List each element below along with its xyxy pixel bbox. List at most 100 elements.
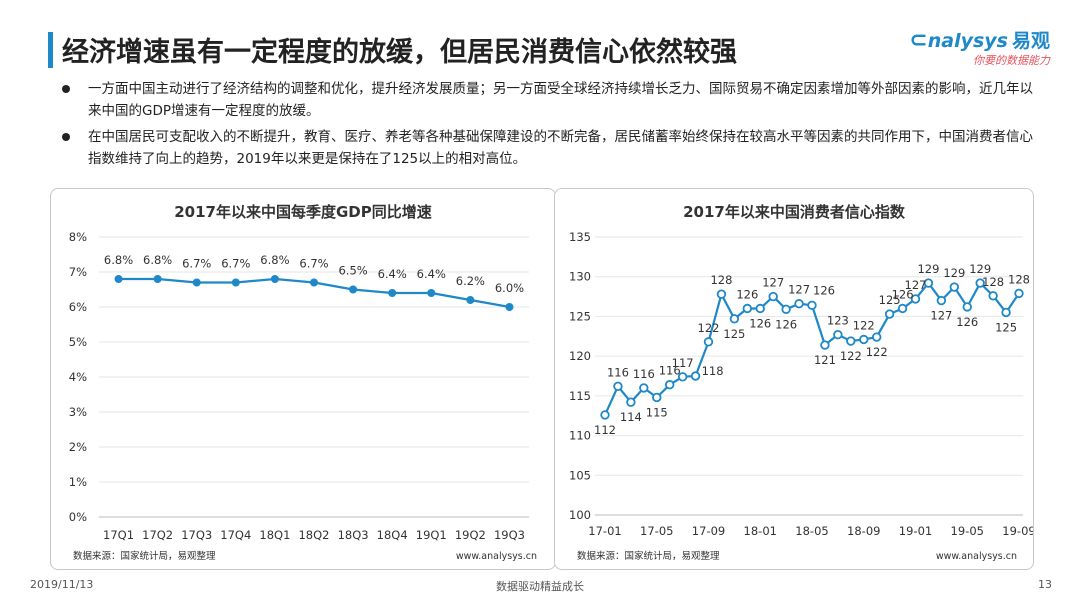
data-label: 6.4% <box>378 267 407 281</box>
data-label: 118 <box>702 364 724 378</box>
data-point <box>716 289 727 299</box>
x-tick-label: 17-09 <box>692 524 725 538</box>
logo-swoosh-icon: ⊂ <box>909 28 928 53</box>
x-tick-label: 17Q3 <box>181 528 212 542</box>
data-label: 6.8% <box>260 253 289 267</box>
data-point <box>781 304 791 314</box>
confidence-chart: 2017年以来中国消费者信心指数 100 105 110 115 120 125 130 135… <box>569 203 1033 562</box>
data-point <box>988 291 998 301</box>
x-tick-label: 18Q3 <box>338 528 369 542</box>
data-point <box>833 329 843 340</box>
analysys-logo: ⊂nalysys 易观 你要的数据能力 <box>909 26 1050 68</box>
data-label: 125 <box>723 327 745 341</box>
data-label: 128 <box>982 275 1004 289</box>
x-tick-label: 17Q4 <box>220 528 251 542</box>
data-point <box>1014 288 1024 299</box>
x-tick-label: 17Q1 <box>103 528 134 542</box>
data-label: 116 <box>607 365 629 379</box>
y-tick-label: 115 <box>569 389 591 403</box>
x-tick-label: 18Q1 <box>259 528 290 542</box>
data-label: 112 <box>594 423 616 437</box>
bullet-item: 一方面中国主动进行了经济结构的调整和优化，提升经济发展质量；另一方面受全球经济持… <box>62 78 1042 122</box>
x-tick-label: 18-01 <box>744 524 777 538</box>
page-number: 13 <box>1038 578 1052 591</box>
data-point <box>270 275 279 283</box>
data-point <box>466 296 475 304</box>
x-tick-label: 18-05 <box>795 524 828 538</box>
data-point <box>859 334 869 345</box>
data-label: 116 <box>633 367 655 381</box>
data-label: 125 <box>995 320 1017 334</box>
chart-title: 2017年以来中国每季度GDP同比增速 <box>174 203 432 221</box>
data-point <box>639 383 649 393</box>
data-label: 115 <box>646 405 668 419</box>
x-tick-label: 19Q1 <box>416 528 447 542</box>
data-point <box>231 278 240 287</box>
y-tick-label: 4% <box>69 370 87 384</box>
x-tick-label: 19-05 <box>951 524 984 538</box>
data-label: 6.7% <box>182 257 211 271</box>
data-label: 125 <box>879 293 901 307</box>
footer-date: 2019/11/13 <box>30 578 94 591</box>
x-tick-label: 17-05 <box>640 524 673 538</box>
x-tick-label: 17-01 <box>588 524 621 538</box>
source-note: 数据来源：国家统计局，易观整理 <box>73 550 216 562</box>
y-tick-label: 2% <box>69 440 87 454</box>
data-label: 122 <box>698 321 720 335</box>
y-tick-label: 6% <box>69 300 87 314</box>
x-tick-label: 17Q2 <box>142 528 173 542</box>
data-point <box>677 372 688 382</box>
data-point <box>742 303 753 314</box>
bullet-list: 一方面中国主动进行了经济结构的调整和优化，提升经济发展质量；另一方面受全球经济持… <box>62 78 1042 174</box>
data-label: 122 <box>840 349 862 363</box>
data-label: 6.7% <box>221 257 250 271</box>
y-tick-label: 105 <box>569 468 591 482</box>
data-label: 127 <box>905 278 927 292</box>
data-point <box>664 380 675 390</box>
y-tick-label: 135 <box>569 230 591 244</box>
data-label: 128 <box>1008 272 1030 286</box>
data-point <box>755 303 765 314</box>
x-tick-label: 18Q2 <box>298 528 329 542</box>
y-tick-label: 5% <box>69 335 87 349</box>
x-tick-label: 19Q3 <box>494 528 525 542</box>
logo-slogan: 你要的数据能力 <box>973 54 1050 67</box>
chart-title: 2017年以来中国消费者信心指数 <box>683 203 906 221</box>
y-tick-label: 1% <box>69 475 87 489</box>
gdp-chart: 2017年以来中国每季度GDP同比增速 0% 1% 2% 3% 4% 5% 6% 7% 8% 17Q… <box>69 203 537 562</box>
y-tick-label: 3% <box>69 405 87 419</box>
data-label: 128 <box>710 273 732 287</box>
data-label: 6.8% <box>143 253 172 267</box>
data-point <box>703 337 714 347</box>
y-tick-label: 8% <box>69 230 87 244</box>
website-note: www.analysys.cn <box>456 551 537 562</box>
y-tick-label: 125 <box>569 309 591 323</box>
data-point <box>600 410 610 420</box>
data-label: 127 <box>788 283 810 297</box>
y-tick-label: 0% <box>69 510 87 524</box>
data-label: 6.4% <box>417 267 446 281</box>
data-label: 123 <box>827 314 849 328</box>
data-label: 129 <box>969 262 991 276</box>
data-point <box>310 278 318 287</box>
x-tick-label: 19-09 <box>1002 524 1033 538</box>
data-label: 126 <box>892 287 914 301</box>
data-label: 116 <box>659 364 681 378</box>
data-label: 122 <box>853 318 875 332</box>
data-label: 126 <box>775 317 797 331</box>
data-point <box>690 371 701 381</box>
data-point <box>768 291 778 302</box>
logo-text: nalysys <box>927 30 1008 52</box>
data-point <box>153 275 162 283</box>
data-point <box>846 336 856 346</box>
data-label: 126 <box>956 315 978 329</box>
data-label: 6.2% <box>456 274 485 288</box>
data-point <box>949 282 960 292</box>
data-point <box>820 340 830 350</box>
gdp-chart-panel: 2017年以来中国每季度GDP同比增速 0% 1% 2% 3% 4% 5% 6% 7% 8% 17Q… <box>50 188 556 570</box>
data-label: 127 <box>930 309 952 323</box>
data-point <box>1001 307 1011 318</box>
bullet-text: 一方面中国主动进行了经济结构的调整和优化，提升经济发展质量；另一方面受全球经济持… <box>88 81 1033 119</box>
data-point <box>729 314 740 324</box>
footer-slogan: 数据驱动精益成长 <box>496 580 584 593</box>
